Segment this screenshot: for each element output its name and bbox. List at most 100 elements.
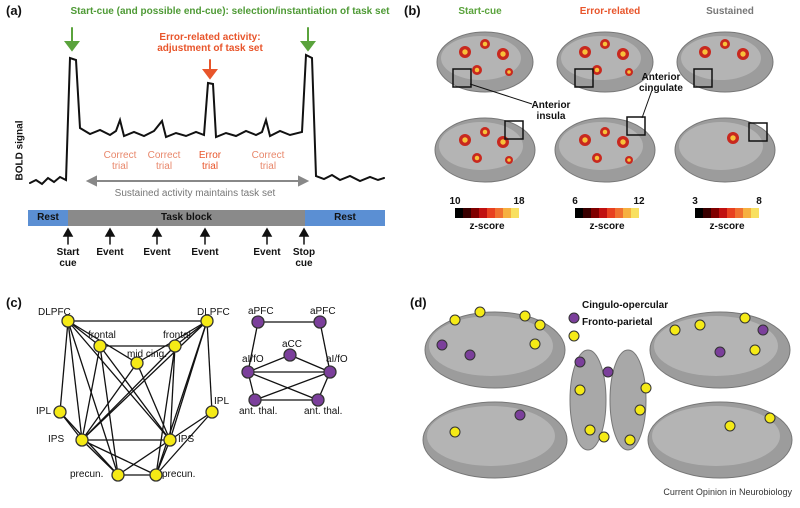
colorbar-min: 10 (449, 196, 461, 207)
cingulo-opercular-node (248, 393, 262, 407)
colorbar-cell (471, 208, 479, 218)
colorbar-max: 18 (513, 196, 525, 207)
cingulo-opercular-node (241, 365, 255, 379)
brain (609, 349, 647, 451)
edge (99, 345, 119, 476)
fronto-parietal-node (93, 339, 107, 353)
node-label: precun. (70, 469, 104, 480)
roi-box (748, 122, 768, 142)
node-label: mid cing. (127, 349, 168, 360)
event-label: Event (143, 247, 171, 258)
edge (81, 345, 101, 441)
colorbar-cell (631, 208, 639, 218)
colorbar-cell (479, 208, 487, 218)
trial-label: Correct trial (147, 150, 181, 172)
cingulo-opercular-node (251, 315, 265, 329)
edge (81, 362, 138, 441)
brain-shade (439, 122, 523, 170)
edge (67, 320, 119, 476)
fronto-parietal-node (168, 339, 182, 353)
panel-a-art (28, 27, 385, 245)
fronto-parietal-node (574, 384, 586, 396)
fronto-parietal-node (519, 310, 531, 322)
colorbar-min: 6 (572, 196, 578, 207)
start-note: Start-cue (and possible end-cue): select… (70, 6, 390, 17)
column-title: Error-related (579, 6, 641, 17)
fronto-parietal-node (739, 312, 751, 324)
colorbar-cell (583, 208, 591, 218)
cingulo-opercular-node (323, 365, 337, 379)
node-label: precun. (162, 469, 196, 480)
activation-core (474, 67, 480, 73)
activation-core (500, 139, 506, 145)
panel-label: (c) (6, 295, 22, 310)
footer: Current Opinion in Neurobiology (663, 487, 792, 497)
edge (155, 411, 213, 476)
node-label: IPL (36, 406, 52, 417)
edge (155, 345, 176, 476)
activation-core (582, 137, 588, 143)
colorbar-cell (735, 208, 743, 218)
colorbar-cell (727, 208, 735, 218)
edge (206, 320, 213, 413)
colorbar-cell (495, 208, 503, 218)
fronto-parietal-node (205, 405, 219, 419)
colorbar-max: 8 (756, 196, 762, 207)
activation-core (482, 41, 488, 47)
activation-core (722, 41, 728, 47)
event-label: Start cue (56, 247, 80, 269)
colorbar-label: z-score (589, 221, 625, 232)
edge (247, 354, 291, 373)
colorbar-cell (719, 208, 727, 218)
annotation: Anterior cingulate (639, 72, 683, 94)
edge (67, 320, 101, 347)
colorbar-min: 3 (692, 196, 698, 207)
fronto-parietal-node (634, 404, 646, 416)
activation-core (594, 155, 600, 161)
activation-core (582, 49, 588, 55)
colorbar-cell (703, 208, 711, 218)
fronto-parietal-node (749, 344, 761, 356)
cingulo-opercular-node (757, 324, 769, 336)
error-note: Error-related activity: adjustment of ta… (157, 32, 263, 54)
network-art (53, 314, 337, 482)
activation-core (627, 158, 631, 162)
edge (319, 321, 331, 373)
activation-core (602, 129, 608, 135)
edge (81, 439, 119, 476)
timeline-label: Rest (37, 212, 59, 223)
fronto-parietal-node (53, 405, 67, 419)
activation-core (730, 135, 736, 141)
panel-label: (b) (404, 3, 421, 18)
edge (174, 320, 208, 347)
fronto-parietal-node (61, 314, 75, 328)
fronto-parietal-node (75, 433, 89, 447)
edge (81, 439, 157, 476)
cingulo-opercular-node (313, 315, 327, 329)
colorbar-cell (463, 208, 471, 218)
activation-core (462, 137, 468, 143)
timeline-label: Rest (334, 212, 356, 223)
fronto-parietal-node (694, 319, 706, 331)
pointer (641, 89, 653, 119)
fronto-parietal-node (163, 433, 177, 447)
node-label: ant. thal. (304, 406, 343, 417)
fronto-parietal-node (764, 412, 776, 424)
brain-shade (559, 122, 643, 170)
edge (81, 345, 176, 441)
sustained-note: Sustained activity maintains task set (114, 188, 276, 199)
colorbar-cell (511, 208, 519, 218)
fronto-parietal-node (724, 420, 736, 432)
pointer (469, 83, 533, 105)
annotation: Anterior insula (531, 100, 571, 122)
roi-box (626, 116, 646, 136)
event-label: Event (96, 247, 124, 258)
colorbar-cell (503, 208, 511, 218)
fronto-parietal-node (200, 314, 214, 328)
cingulo-opercular-node (311, 393, 325, 407)
brain-shade (679, 122, 763, 170)
brain (569, 349, 607, 451)
edge (59, 320, 69, 413)
legend-label: Cingulo-opercular (582, 300, 669, 311)
